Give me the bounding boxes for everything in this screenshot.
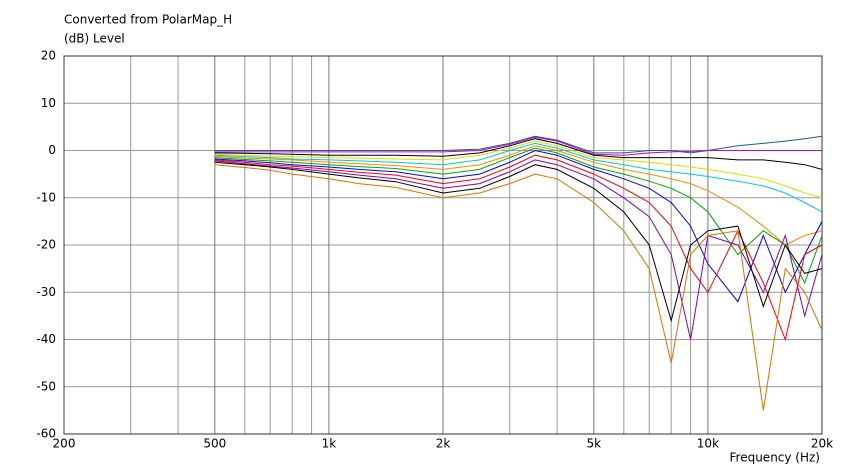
x-tick-label: 2k <box>436 437 451 451</box>
y-tick-label: -50 <box>36 379 56 393</box>
series-line <box>214 136 822 156</box>
x-tick-label: 10k <box>697 437 719 451</box>
series-line <box>214 138 822 170</box>
y-tick-label: 20 <box>41 49 56 63</box>
series-line <box>214 164 822 411</box>
series-line <box>214 161 822 323</box>
series-line <box>214 159 822 340</box>
y-tick-label: -10 <box>36 190 56 204</box>
y-tick-label: -60 <box>36 427 56 441</box>
y-tick-label: 0 <box>48 143 56 157</box>
series-line <box>214 142 822 213</box>
y-tick-label: -30 <box>36 285 56 299</box>
x-tick-label: 20k <box>811 437 833 451</box>
series-line <box>214 135 822 154</box>
y-axis-label: (dB) Level <box>64 32 125 46</box>
series-line <box>214 149 822 303</box>
series-line <box>214 154 822 342</box>
x-tick-label: 5k <box>587 437 602 451</box>
x-tick-label: 1k <box>322 437 337 451</box>
series-line <box>214 140 822 199</box>
chart-title: Converted from PolarMap_H <box>64 13 232 27</box>
x-tick-label: 200 <box>53 437 76 451</box>
series-line <box>214 147 822 285</box>
y-tick-label: -20 <box>36 238 56 252</box>
x-axis-label: Frequency (Hz) <box>730 451 821 465</box>
y-tick-label: 10 <box>41 96 56 110</box>
series-line <box>214 145 822 246</box>
y-tick-label: -40 <box>36 332 56 346</box>
x-tick-label: 500 <box>203 437 226 451</box>
